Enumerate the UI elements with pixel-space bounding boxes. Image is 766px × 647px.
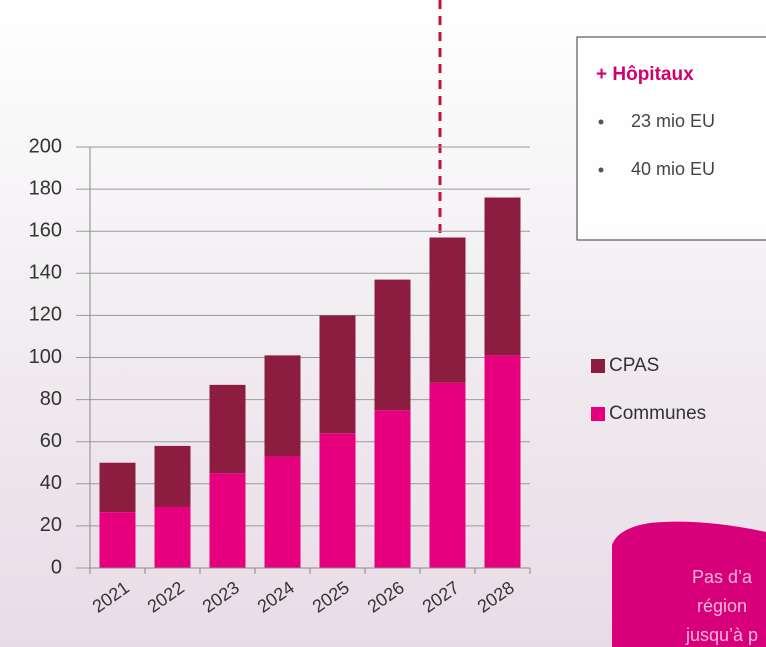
info-bullet: 23 mio EU [631,111,715,131]
bar-segment [154,445,191,507]
bar-segment [264,355,301,457]
y-tick-label: 200 [29,135,62,157]
callout-text: région [697,596,747,616]
bullet [598,167,604,173]
info-title: + Hôpitaux [596,64,694,85]
bar-segment [154,506,191,568]
bar-segment [99,512,136,568]
info-bullet: 40 mio EU [631,159,715,179]
y-tick-label: 120 [29,304,62,326]
bar-segment [319,315,356,434]
bar-segment [319,433,356,568]
bar-segment [484,197,521,356]
legend-swatch [591,407,605,421]
bar-segment [374,279,411,411]
bar-segment [429,382,466,568]
callout-text: Pas d’a [692,567,753,587]
callout-shape [612,521,766,647]
bar-segment [484,355,521,568]
y-tick-label: 160 [29,219,62,241]
y-tick-label: 40 [40,472,62,494]
y-tick-label: 180 [29,177,62,199]
bar-segment [209,384,246,474]
legend-swatch [591,359,605,373]
legend-label: CPAS [609,355,659,376]
y-tick-label: 20 [40,514,62,536]
legend-label: Communes [609,403,706,424]
bar-segment [374,410,411,568]
y-tick-label: 60 [40,430,62,452]
bullet [598,119,604,125]
y-tick-label: 0 [51,556,62,578]
bar-segment [429,237,466,383]
bar-segment [264,456,301,568]
y-tick-label: 100 [29,346,62,368]
y-tick-label: 140 [29,262,62,284]
bar-segment [99,462,136,513]
bar-segment [209,473,246,568]
callout-text: jusqu’à p [685,625,758,645]
info-box [576,36,766,241]
y-tick-label: 80 [40,388,62,410]
